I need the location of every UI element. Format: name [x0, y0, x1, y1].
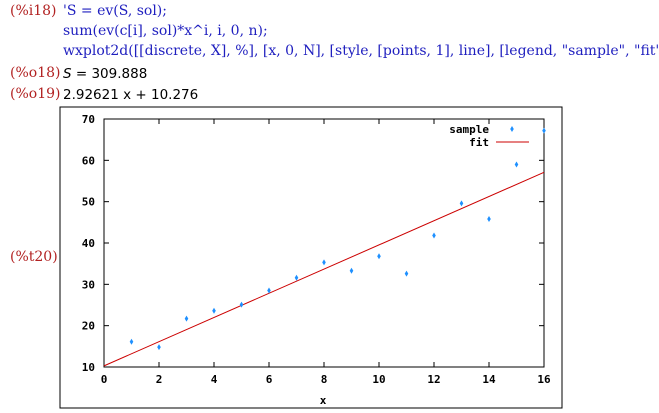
legend-label-fit: fit [469, 136, 489, 149]
x-axis-label: x [320, 394, 327, 407]
y-tick-label: 70 [82, 113, 95, 126]
sample-point [212, 307, 216, 314]
output18-rhs: = 309.888 [71, 66, 148, 82]
sample-point [157, 344, 161, 351]
output19-value: 2.92621 x + 10.276 [63, 87, 199, 103]
x-tick-label: 12 [427, 373, 440, 386]
output19-label: (%o19) [10, 86, 61, 102]
sample-point [432, 232, 436, 239]
y-tick-label: 10 [82, 361, 95, 374]
sample-point [349, 267, 354, 274]
sample-point [377, 253, 381, 260]
sample-point [129, 338, 134, 345]
fit-line [103, 171, 545, 367]
sample-point [267, 287, 271, 294]
y-tick-label: 60 [82, 154, 95, 167]
y-tick-label: 50 [82, 196, 95, 209]
x-tick-label: 2 [156, 373, 163, 386]
input-line-3[interactable]: wxplot2d([[discrete, X], %], [x, 0, N], … [63, 43, 659, 59]
legend-label-sample: sample [449, 123, 489, 136]
y-tick-label: 20 [82, 320, 95, 333]
sample-point [487, 216, 491, 223]
legend-marker-sample [510, 126, 514, 132]
output18-lhs: S [63, 66, 72, 82]
plot-frame [59, 106, 563, 409]
input-label: (%i18) [10, 3, 57, 19]
output18-label: (%o18) [10, 65, 61, 81]
input-line-1[interactable]: 'S = ev(S, sol); [63, 3, 167, 19]
output18-value: S = 309.888 [63, 66, 147, 82]
x-tick-label: 14 [482, 373, 496, 386]
sample-point [239, 301, 244, 308]
x-tick-label: 6 [266, 373, 273, 386]
sample-point [542, 127, 546, 134]
x-tick-label: 8 [321, 373, 328, 386]
y-tick-label: 40 [82, 237, 95, 250]
sample-point [514, 161, 519, 168]
x-tick-label: 0 [101, 373, 108, 386]
plot-label: (%t20) [10, 249, 58, 265]
input-line-2[interactable]: sum(ev(c[i], sol)*x^i, i, 0, n); [63, 23, 268, 39]
y-tick-label: 30 [82, 278, 95, 291]
sample-point [294, 274, 299, 281]
sample-point [184, 315, 189, 322]
x-tick-label: 16 [537, 373, 551, 386]
sample-point [404, 270, 409, 277]
sample-point [459, 200, 464, 207]
sample-point [322, 259, 326, 266]
x-tick-label: 4 [211, 373, 218, 386]
x-tick-label: 10 [372, 373, 385, 386]
